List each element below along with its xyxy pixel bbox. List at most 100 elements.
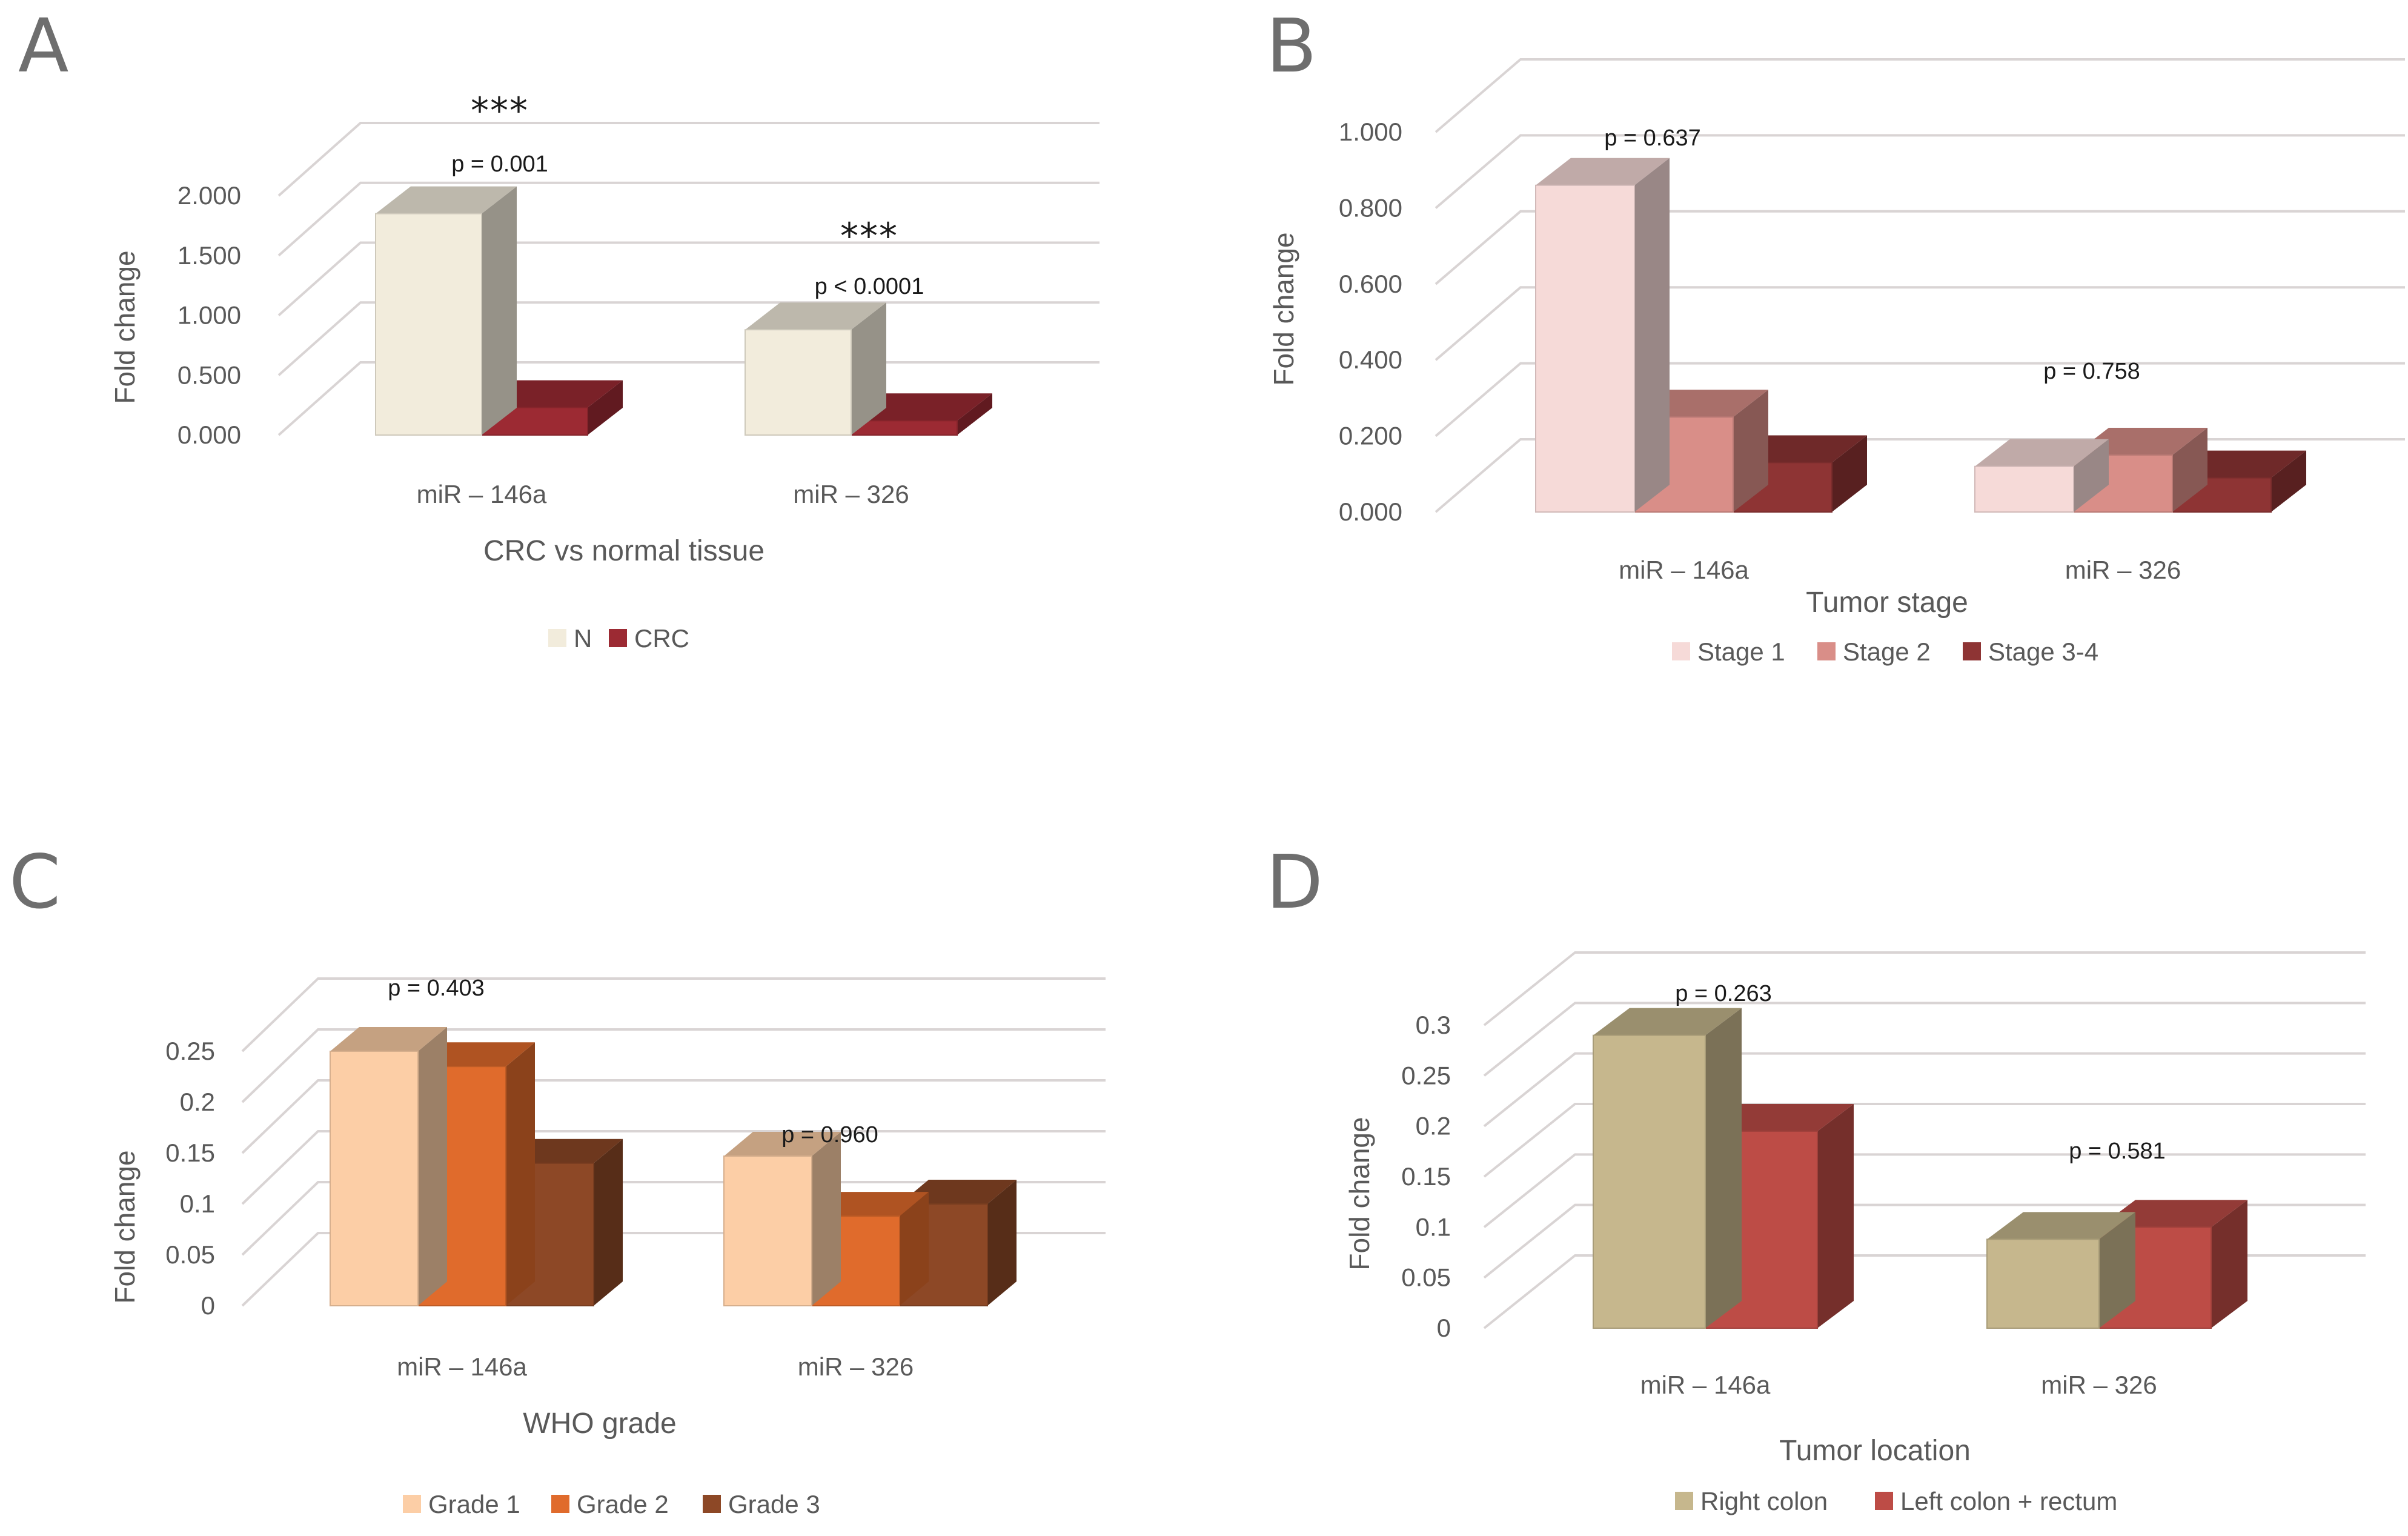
legend-item-grade-3: Grade 3 bbox=[703, 1490, 820, 1518]
category-label: miR – 146a bbox=[1619, 556, 1749, 584]
bar-side bbox=[2271, 450, 2306, 512]
y-tick-label: 0.05 bbox=[1401, 1263, 1451, 1292]
legend-swatch bbox=[551, 1495, 569, 1513]
gridline bbox=[1435, 58, 2405, 133]
y-axis-label: Fold change bbox=[1344, 1117, 1375, 1270]
y-tick-label: 0.2 bbox=[1416, 1112, 1451, 1140]
p-value-annotation: p = 0.263 bbox=[1675, 981, 1772, 1006]
bar-top bbox=[1975, 439, 2109, 467]
legend-swatch bbox=[1963, 642, 1981, 660]
bar-side bbox=[851, 302, 886, 435]
y-tick-label: 0.000 bbox=[1339, 497, 1402, 526]
bar-side bbox=[2099, 1212, 2135, 1328]
gridline bbox=[1483, 1103, 2366, 1178]
bar-side bbox=[1705, 1008, 1742, 1328]
bar-front bbox=[851, 420, 958, 436]
category-label: miR – 326 bbox=[798, 1352, 914, 1381]
legend-label: Left colon + rectum bbox=[1900, 1487, 2117, 1515]
bar-front bbox=[375, 213, 482, 436]
bar-top bbox=[900, 1180, 1017, 1204]
gridline bbox=[1435, 362, 2405, 437]
y-tick-label: 0.3 bbox=[1416, 1011, 1451, 1039]
bar-top bbox=[330, 1027, 447, 1051]
significance-stars: *** bbox=[471, 90, 529, 132]
y-tick-label: 0 bbox=[201, 1291, 215, 1320]
bar-stage-1-mir-146a bbox=[1535, 158, 1670, 513]
chart-panel-d: D 0 0.05 0.1 0.15 0.2 0.25 0.3 Fold change miR – … bbox=[1266, 839, 2366, 1515]
bar-front bbox=[330, 1051, 419, 1306]
bar-top bbox=[2099, 1200, 2247, 1228]
y-tick-label: 0.15 bbox=[1401, 1162, 1451, 1191]
chart-panel-b: B 0.000 0.200 0.400 0.600 0.800 1.000 Fold chan… bbox=[1266, 3, 2405, 666]
y-tick-label: 0.000 bbox=[177, 421, 241, 449]
bar-grade-1-mir-326 bbox=[723, 1132, 841, 1306]
legend-label: Right colon bbox=[1700, 1487, 1828, 1515]
gridline bbox=[241, 1079, 1106, 1154]
legend-swatch bbox=[1675, 1492, 1693, 1510]
bar-side bbox=[482, 186, 517, 435]
category-label: miR – 326 bbox=[793, 480, 909, 508]
y-tick-label: 0.25 bbox=[165, 1037, 215, 1065]
bar-front bbox=[1974, 465, 2074, 513]
bar-side bbox=[588, 380, 623, 435]
bar-side bbox=[2074, 439, 2109, 512]
legend-label: Stage 1 bbox=[1697, 637, 1785, 666]
bar-stage-1-mir-326 bbox=[1974, 439, 2109, 513]
y-tick-label: 0.600 bbox=[1339, 270, 1402, 298]
bar-side bbox=[506, 1042, 535, 1306]
gridline bbox=[277, 122, 1100, 197]
gridline bbox=[1435, 286, 2405, 361]
legend-label: Grade 3 bbox=[728, 1490, 820, 1518]
p-value-annotation: p = 0.758 bbox=[2043, 359, 2140, 384]
bar-crc-mir-326 bbox=[851, 393, 992, 436]
p-value-annotation: p = 0.581 bbox=[2069, 1139, 2166, 1164]
bar-side bbox=[1832, 435, 1867, 512]
legend-item-crc: CRC bbox=[609, 624, 689, 653]
panel-letter-c: C bbox=[9, 839, 61, 925]
y-tick-label: 0.05 bbox=[165, 1240, 215, 1269]
panel-letter-b: B bbox=[1266, 3, 1317, 89]
y-tick-label: 0.1 bbox=[1416, 1212, 1451, 1241]
bar-front bbox=[1535, 184, 1635, 513]
y-tick-label: 0.25 bbox=[1401, 1061, 1451, 1089]
legend-item-stage-2: Stage 2 bbox=[1817, 637, 1931, 666]
bar-side bbox=[957, 393, 992, 435]
p-value-annotation: p = 0.960 bbox=[781, 1122, 878, 1148]
y-tick-label: 0.2 bbox=[180, 1088, 215, 1116]
legend-swatch bbox=[1875, 1492, 1893, 1510]
significance-stars: *** bbox=[840, 215, 898, 258]
category-label: miR – 146a bbox=[397, 1352, 527, 1381]
category-label: miR – 146a bbox=[417, 480, 547, 508]
panel-letter-a: A bbox=[18, 3, 68, 89]
bar-top bbox=[812, 1192, 929, 1217]
y-tick-label: 0.400 bbox=[1339, 345, 1402, 374]
y-tick-label: 0.1 bbox=[180, 1189, 215, 1218]
gridline bbox=[1483, 1153, 2366, 1228]
gridline bbox=[1483, 1052, 2366, 1128]
bar-side bbox=[1817, 1104, 1854, 1328]
gridline bbox=[277, 241, 1100, 316]
bar-side bbox=[812, 1132, 841, 1306]
y-tick-label: 0 bbox=[1437, 1314, 1451, 1342]
panel-letter-d: D bbox=[1266, 839, 1323, 925]
y-axis-label: Fold change bbox=[1268, 232, 1299, 385]
gridline bbox=[1483, 1203, 2366, 1279]
bar-side bbox=[987, 1180, 1017, 1306]
category-label: miR – 326 bbox=[2065, 556, 2181, 584]
gridline bbox=[241, 1130, 1106, 1205]
gridline bbox=[1435, 210, 2405, 285]
legend-item-stage-3-4: Stage 3-4 bbox=[1963, 637, 2098, 666]
bar-n-mir-326 bbox=[745, 302, 886, 436]
bar-n-mir-146a bbox=[375, 186, 517, 436]
bar-side bbox=[1733, 390, 1768, 512]
y-tick-label: 1.500 bbox=[177, 241, 241, 270]
bar-front bbox=[1593, 1034, 1706, 1329]
y-tick-label: 0.200 bbox=[1339, 422, 1402, 450]
legend-label: Stage 3-4 bbox=[1988, 637, 2098, 666]
category-label: miR – 326 bbox=[2041, 1371, 2157, 1399]
bar-right-colon-mir-326 bbox=[1986, 1212, 2135, 1329]
y-axis-label: Fold change bbox=[109, 250, 141, 404]
bar-top bbox=[506, 1139, 623, 1163]
legend-swatch bbox=[703, 1495, 721, 1513]
p-value-annotation: p = 0.637 bbox=[1604, 125, 1701, 151]
